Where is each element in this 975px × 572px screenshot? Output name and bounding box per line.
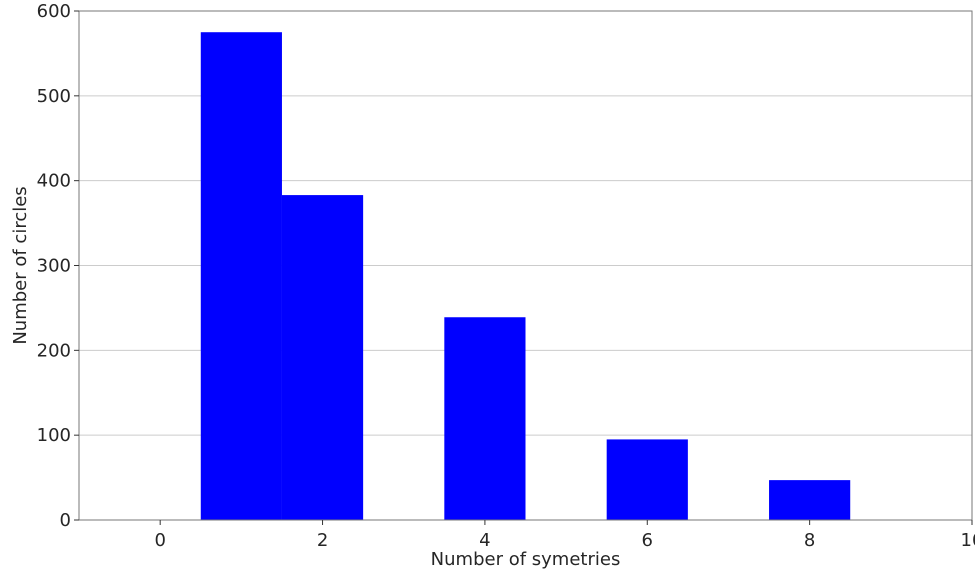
x-tick-label: 2 [317,530,328,551]
bar [444,317,526,520]
y-axis-title: Number of circles [10,186,31,344]
x-axis-title: Number of symetries [431,549,621,570]
x-tick-label: 6 [642,530,653,551]
bar [200,32,282,520]
y-tick-label: 0 [60,510,71,531]
x-tick-label: 10 [961,530,975,551]
x-tick-label: 4 [479,530,490,551]
ticks: 02468100100200300400500600 [37,1,975,551]
bars [200,32,851,521]
y-tick-label: 400 [37,171,71,192]
bar [606,439,688,520]
y-tick-label: 200 [37,340,71,361]
x-tick-label: 0 [154,530,165,551]
y-tick-label: 600 [37,1,71,22]
bar [281,195,364,521]
y-tick-label: 300 [37,256,71,277]
x-tick-label: 8 [804,530,815,551]
bar [769,480,851,520]
y-tick-label: 500 [37,86,71,107]
y-tick-label: 100 [37,425,71,446]
